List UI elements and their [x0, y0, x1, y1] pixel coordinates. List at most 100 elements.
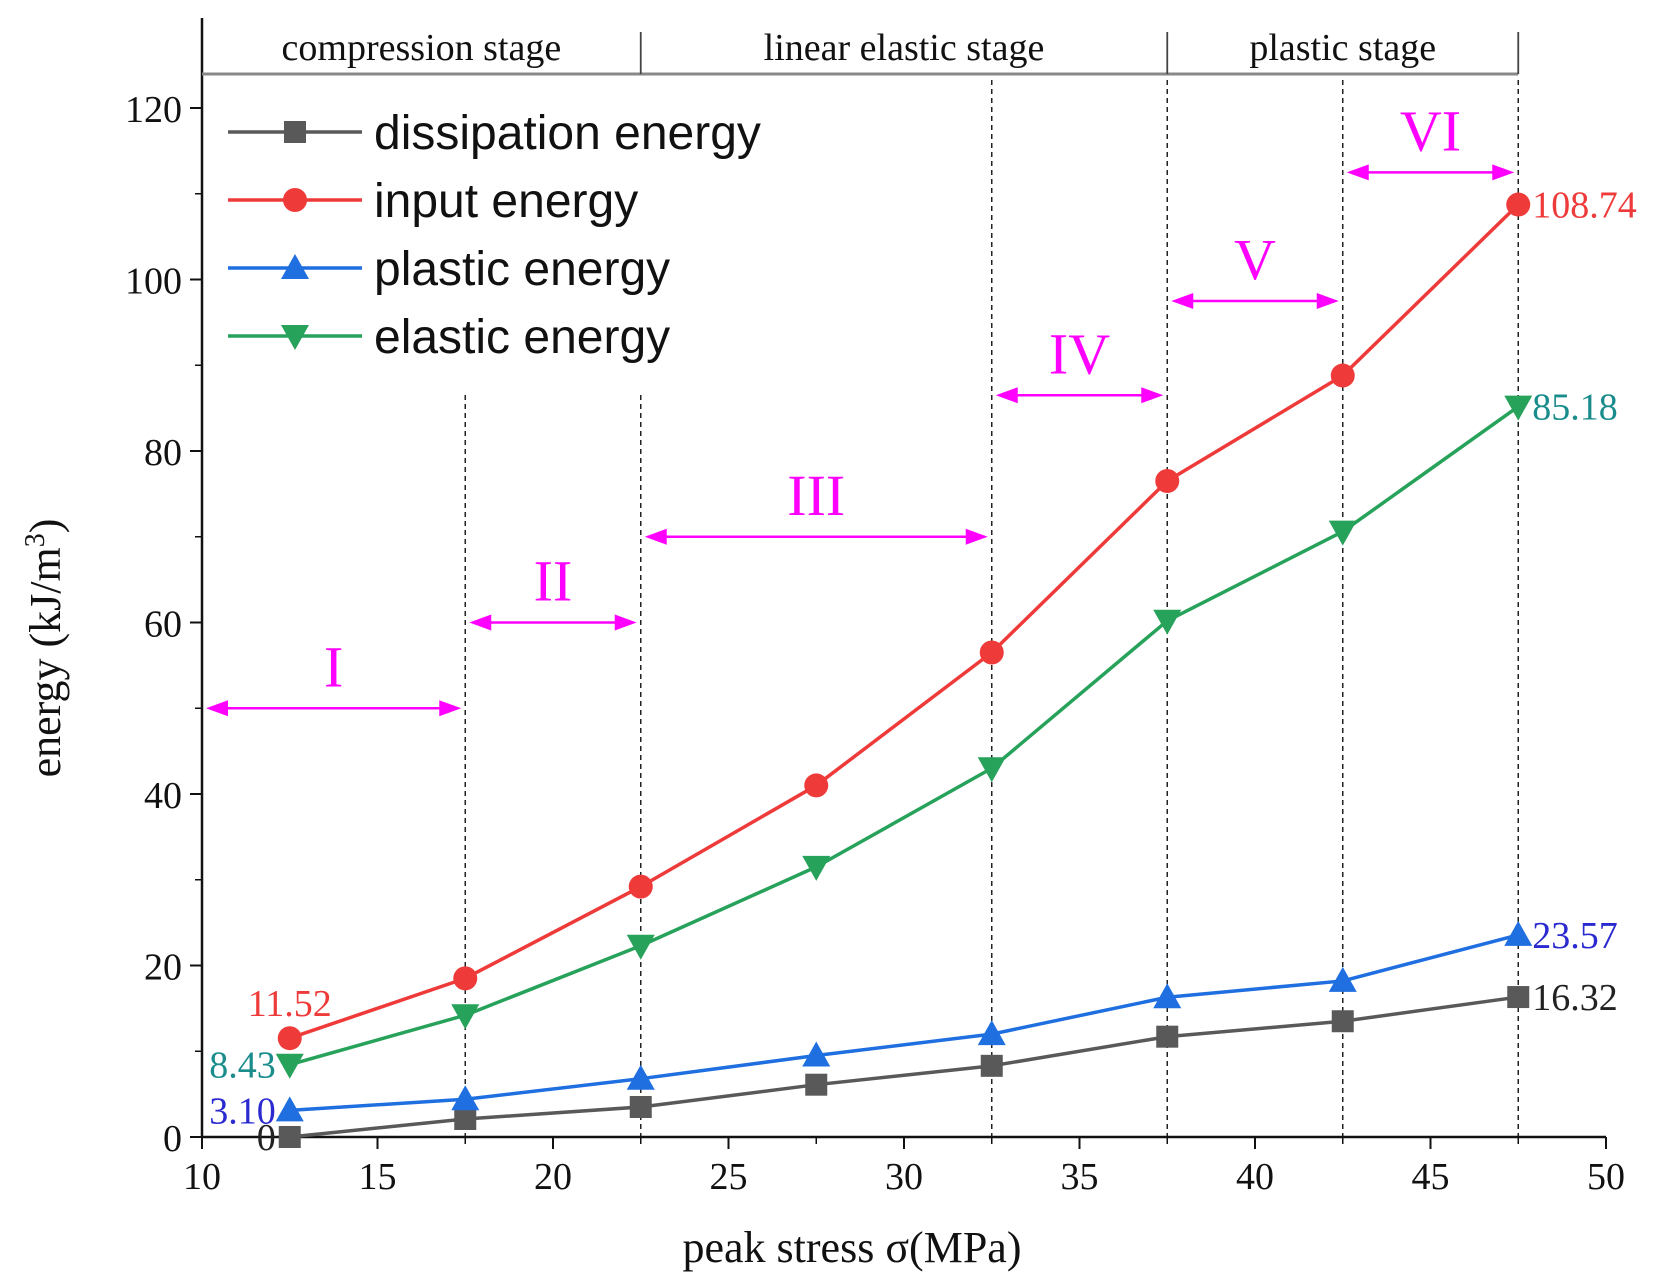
stage-label: plastic stage: [1249, 27, 1436, 69]
x-tick-label: 15: [359, 1156, 397, 1198]
data-point-input: [1330, 363, 1355, 388]
phase-arrow-head-right: [1316, 292, 1339, 309]
data-point-plastic: [626, 1064, 655, 1090]
data-point-plastic: [451, 1085, 480, 1111]
stage-band: compression stage linear elastic stage pla…: [202, 27, 1520, 76]
data-point-plastic: [1153, 983, 1182, 1009]
data-point-elastic: [1153, 609, 1182, 635]
x-tick-label: 20: [534, 1156, 572, 1198]
phase-arrow-head-left: [1171, 292, 1194, 309]
data-point-input: [804, 773, 829, 798]
phase-arrow-head-left: [1346, 164, 1369, 181]
data-point-elastic: [626, 934, 655, 960]
data-point-plastic: [275, 1096, 304, 1122]
data-point-dissipation: [454, 1107, 477, 1130]
legend-label-input: input energy: [374, 175, 638, 228]
data-point-plastic: [1328, 966, 1357, 992]
phase-arrow-head-right: [1492, 164, 1515, 181]
y-tick-label: 80: [144, 432, 182, 474]
axes: 0 20 40 60 80 100 120 10 15 20 25 30 35 40 45 50: [125, 18, 1625, 1198]
data-point-elastic: [1328, 520, 1357, 546]
x-tick-label: 50: [1587, 1156, 1625, 1198]
data-label-elastic: 8.43: [209, 1045, 276, 1087]
x-tick-label: 30: [885, 1156, 923, 1198]
data-label-dissipation: 0: [257, 1117, 276, 1159]
legend-label-dissipation: dissipation energy: [374, 107, 761, 160]
phase-arrow-head-left: [644, 528, 667, 545]
data-point-dissipation: [1507, 986, 1530, 1009]
data-label-input: 108.74: [1532, 185, 1637, 227]
legend-marker-elastic: [281, 325, 309, 350]
series-layer: [275, 192, 1533, 1148]
data-point-dissipation: [1156, 1025, 1179, 1048]
data-point-input: [1155, 469, 1180, 494]
legend-marker-dissipation: [284, 121, 306, 143]
legend: dissipation energy input energy plastic en…: [228, 107, 761, 364]
x-tick-label: 45: [1412, 1156, 1450, 1198]
stage-label: compression stage: [282, 27, 562, 69]
phase-arrow-head-right: [614, 614, 637, 631]
data-point-elastic: [275, 1053, 304, 1079]
y-tick-label: 100: [125, 261, 182, 303]
phase-label: V: [1234, 227, 1276, 292]
legend-label-plastic: plastic energy: [374, 243, 670, 296]
data-point-plastic: [802, 1041, 831, 1067]
data-point-input: [277, 1026, 302, 1051]
phase-arrow-head-right: [965, 528, 988, 545]
series-line-dissipation: [289, 995, 1519, 1139]
stage-boundary-lines: [464, 80, 1519, 1137]
data-point-dissipation: [1331, 1010, 1354, 1033]
phase-label: I: [324, 634, 343, 699]
phase-label: IV: [1049, 321, 1110, 386]
data-point-elastic: [1504, 395, 1533, 421]
data-point-dissipation: [629, 1095, 652, 1118]
phase-arrow-head-left: [995, 387, 1018, 404]
phase-arrow-head-left: [206, 700, 228, 717]
phase-arrow-head-left: [469, 614, 492, 631]
data-label-dissipation: 16.32: [1532, 977, 1618, 1019]
data-point-elastic: [451, 1004, 480, 1030]
data-label-plastic: 23.57: [1532, 915, 1618, 957]
legend-marker-input: [283, 188, 307, 212]
x-axis-title: peak stress σ(MPa): [683, 1223, 1022, 1272]
y-tick-label: 120: [125, 89, 182, 131]
stage-label: linear elastic stage: [764, 27, 1045, 69]
data-point-input: [628, 874, 653, 899]
y-axis-title-end: ): [21, 519, 70, 534]
data-point-elastic: [977, 757, 1006, 783]
y-tick-label: 20: [144, 947, 182, 989]
y-tick-label: 60: [144, 604, 182, 646]
legend-label-elastic: elastic energy: [374, 311, 670, 364]
data-point-input: [453, 966, 478, 991]
data-label-plastic: 3.10: [209, 1090, 276, 1132]
data-point-input: [1506, 192, 1531, 217]
series-line-elastic: [289, 405, 1520, 1067]
y-tick-label: 0: [163, 1118, 182, 1160]
phase-label: III: [787, 463, 845, 528]
phase-label: II: [534, 549, 573, 614]
y-axis-title-sup: 3: [20, 533, 51, 547]
series-line-plastic: [289, 933, 1519, 1113]
phase-arrow-head-right: [1141, 387, 1164, 404]
x-tick-label: 25: [710, 1156, 748, 1198]
series-line-input: [289, 203, 1520, 1040]
data-label-elastic: 85.18: [1532, 387, 1618, 429]
y-axis-title-main: energy (kJ/m: [21, 547, 70, 777]
data-point-dissipation: [980, 1054, 1003, 1077]
data-point-plastic: [977, 1020, 1006, 1046]
data-point-elastic: [802, 855, 831, 881]
x-tick-label: 10: [183, 1156, 221, 1198]
data-labels: 11.52 8.433.100 108.74 85.18 23.57 16.32: [209, 185, 1637, 1159]
data-label-input: 11.52: [248, 983, 332, 1025]
data-point-dissipation: [805, 1073, 828, 1096]
phase-arrow-head-right: [439, 700, 462, 717]
data-point-dissipation: [278, 1126, 301, 1148]
data-point-input: [979, 640, 1004, 665]
x-tick-label: 40: [1236, 1156, 1274, 1198]
data-point-plastic: [1504, 920, 1533, 946]
x-tick-label: 35: [1061, 1156, 1099, 1198]
y-axis-title: energy (kJ/m3): [20, 519, 70, 778]
legend-marker-plastic: [281, 254, 309, 279]
